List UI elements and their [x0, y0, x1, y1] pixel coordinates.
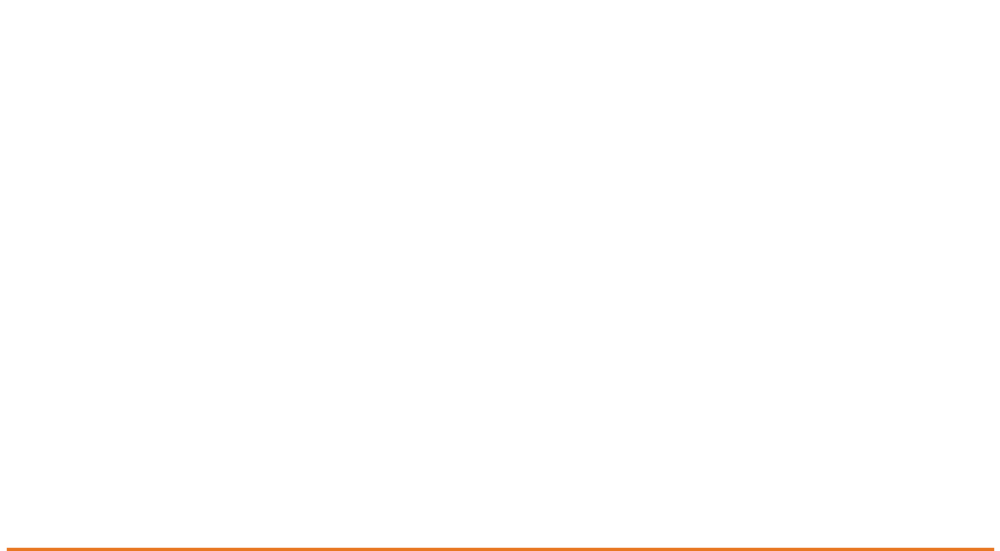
Bar: [8, 549, 98, 551]
Bar: [8, 549, 992, 551]
Bar: [8, 549, 992, 551]
